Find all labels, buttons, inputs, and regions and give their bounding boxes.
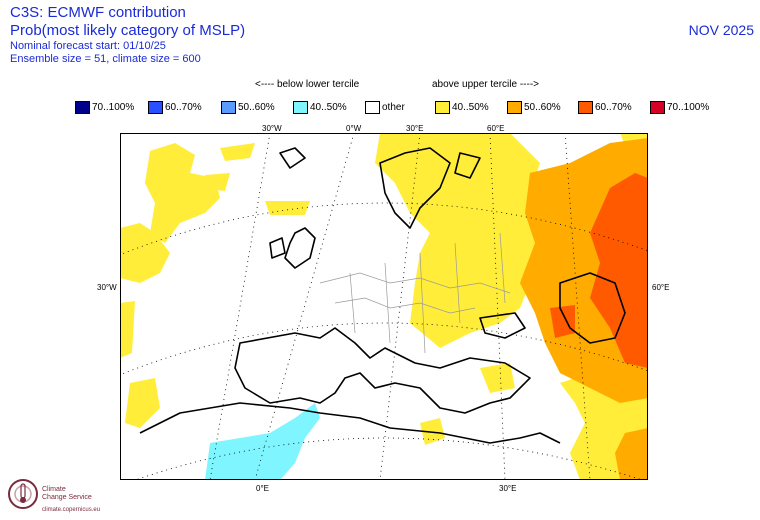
- legend-label: 70..100%: [667, 101, 710, 113]
- legend-swatch: [148, 100, 163, 114]
- north-africa-coastline: [139, 402, 561, 444]
- below-40-50-regions: [205, 403, 320, 480]
- copernicus-logo: Climate Change Service climate.copernicu…: [6, 474, 116, 518]
- ensemble-size: Ensemble size = 51, climate size = 600: [10, 53, 201, 65]
- scandinavia-coastline: [379, 147, 451, 229]
- legend-item-other: other: [365, 99, 405, 115]
- lon-label-0w: 0°W: [346, 124, 362, 133]
- lat-label-left: 30°W: [97, 283, 117, 292]
- legend-item-below-50-60: 50..60%: [221, 99, 275, 115]
- turkey-yellow-region: [480, 363, 515, 393]
- lon-label-30e-bottom: 30°E: [499, 484, 517, 493]
- north-atlantic-yellow-region: [145, 143, 220, 243]
- logo-line2: Change Service: [42, 494, 92, 501]
- legend-swatch: [221, 100, 236, 114]
- legend-swatch: [578, 100, 593, 114]
- finland-coastline: [454, 152, 481, 179]
- southwest-yellow-region: [125, 378, 160, 428]
- legend-swatch: [507, 100, 522, 114]
- caspian-red-orange-region: [550, 305, 575, 338]
- border-line: [334, 297, 476, 314]
- legend-label: 50..60%: [524, 101, 561, 113]
- map-svg: [120, 133, 648, 480]
- border-line: [419, 252, 426, 354]
- iceland-coastline: [279, 147, 306, 169]
- forecast-start: Nominal forecast start: 01/10/25: [10, 40, 166, 52]
- small-yellow-region-3: [205, 173, 230, 191]
- legend-label: 60..70%: [165, 101, 202, 113]
- legend-label: 60..70%: [595, 101, 632, 113]
- small-yellow-region-2: [265, 201, 310, 215]
- small-yellow-region-1: [220, 143, 255, 161]
- chart-title: C3S: ECMWF contribution: [10, 4, 186, 21]
- forecast-month: NOV 2025: [688, 22, 754, 38]
- legend-swatch: [365, 100, 380, 114]
- lon-label-0e-bottom: 0°E: [256, 484, 269, 493]
- border-line: [499, 232, 506, 304]
- below-tercile-label: <---- below lower tercile: [255, 79, 360, 90]
- lon-label-60e-top: 60°E: [487, 124, 505, 133]
- legend-swatch: [435, 100, 450, 114]
- country-borders: [319, 232, 511, 354]
- legend-item-above-50-60: 50..60%: [507, 99, 561, 115]
- legend-item-below-60-70: 60..70%: [148, 99, 202, 115]
- lon-label-30e-top: 30°E: [406, 124, 424, 133]
- chart-subtitle: Prob(most likely category of MSLP): [10, 22, 246, 39]
- above-60-70-regions: [550, 173, 648, 368]
- logo-url: climate.copernicus.eu: [42, 507, 101, 513]
- legend-label: 50..60%: [238, 101, 275, 113]
- border-line: [454, 242, 461, 324]
- legend-label: 40..50%: [310, 101, 347, 113]
- left-edge-yellow-region: [120, 301, 135, 358]
- logo-line1: Climate: [42, 486, 66, 493]
- legend-item-below-40-50: 40..50%: [293, 99, 347, 115]
- britain-coastline: [284, 227, 316, 269]
- legend-label: other: [382, 101, 405, 113]
- southeast-orange-region: [615, 428, 648, 480]
- eastern-europe-yellow-region: [375, 133, 545, 348]
- graticule-line: [134, 437, 644, 480]
- legend-item-below-70-100: 70..100%: [75, 99, 134, 115]
- urals-red-orange-region: [590, 173, 648, 368]
- above-tercile-label: above upper tercile ---->: [432, 79, 539, 90]
- border-line: [384, 262, 391, 344]
- border-line: [349, 272, 356, 334]
- title-block: C3S: ECMWF contribution Prob(most likely…: [10, 4, 245, 66]
- legend-label: 40..50%: [452, 101, 489, 113]
- legend-item-above-40-50: 40..50%: [435, 99, 489, 115]
- logo-text: Climate Change Service: [42, 486, 92, 502]
- above-40-50-regions: [120, 133, 648, 480]
- legend-label: 70..100%: [92, 101, 135, 113]
- coastlines: [139, 147, 626, 444]
- legend-item-above-60-70: 60..70%: [578, 99, 632, 115]
- southern-europe-coastline: [234, 327, 531, 414]
- map-border: [120, 133, 648, 480]
- lon-label-30w: 30°W: [262, 124, 282, 133]
- black-sea-coastline: [479, 312, 526, 339]
- graticule-line: [254, 133, 355, 480]
- caspian-coastline: [559, 272, 626, 344]
- west-atlantic-yellow-region: [120, 223, 170, 283]
- legend-swatch: [650, 100, 665, 114]
- climate-logo-icon: [8, 479, 38, 509]
- ireland-coastline: [269, 237, 286, 259]
- north-africa-cyan-region: [205, 403, 320, 480]
- legend-item-above-70-100: 70..100%: [650, 99, 709, 115]
- legend-swatch: [75, 100, 90, 114]
- legend-swatch: [293, 100, 308, 114]
- probability-map: [120, 133, 648, 480]
- lat-label-right: 60°E: [652, 283, 670, 292]
- graticule: [120, 133, 648, 480]
- border-line: [319, 272, 511, 294]
